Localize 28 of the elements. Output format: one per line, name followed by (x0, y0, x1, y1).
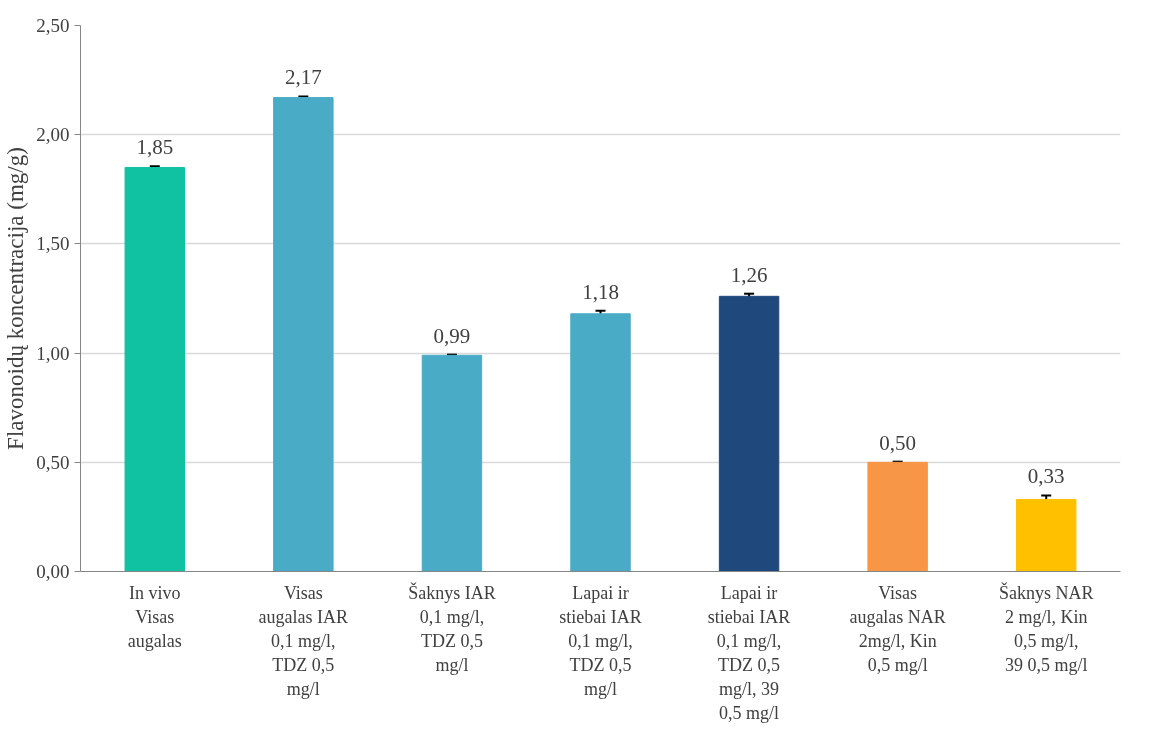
y-tick-label: 2,00 (36, 124, 70, 146)
y-tick-label: 0,00 (36, 561, 70, 582)
data-label: 0,33 (1027, 464, 1065, 489)
bar (273, 97, 334, 572)
x-tick-label: Visas augalas IAR 0,1 mg/l, TDZ 0,5 mg/l (258, 582, 349, 699)
data-label: 0,50 (879, 430, 917, 455)
bar (570, 313, 631, 572)
data-label: 2,17 (284, 65, 322, 90)
y-tick-label: 2,50 (36, 15, 70, 36)
data-label: 1,18 (582, 279, 619, 304)
y-tick-label: 1,00 (36, 342, 70, 364)
y-axis-title: Flavonoidų koncentracija (mg/g) (3, 147, 29, 450)
x-tick-label: Lapai ir stiebai IAR 0,1 mg/l, TDZ 0,5 mg/l (559, 582, 642, 699)
data-label: 1,85 (136, 135, 174, 160)
bar (1016, 498, 1077, 572)
y-tick-label: 1,50 (36, 233, 70, 255)
x-tick-label: Visas augalas NAR 2mg/l, Kin 0,5 mg/l (849, 582, 946, 675)
x-tick-label: Šaknys IAR 0,1 mg/l, TDZ 0,5 mg/l (408, 581, 496, 675)
bar (421, 354, 483, 572)
bar (718, 295, 780, 572)
x-tick-label: Lapai ir stiebai IAR 0,1 mg/l, TDZ 0,5 mg/l, 39 0,5 mg/l (707, 582, 791, 723)
x-tick-label: Šaknys NAR 2 mg/l, Kin 0,5 mg/l, 39 0,5 mg/l (998, 581, 1094, 675)
bar (124, 166, 185, 572)
y-tick-label: 0,50 (36, 451, 70, 473)
data-label: 1,26 (730, 262, 768, 287)
bar (867, 461, 928, 572)
x-tick-label: In vivo Visas augalas (127, 582, 182, 651)
data-label: 0,99 (433, 323, 471, 348)
